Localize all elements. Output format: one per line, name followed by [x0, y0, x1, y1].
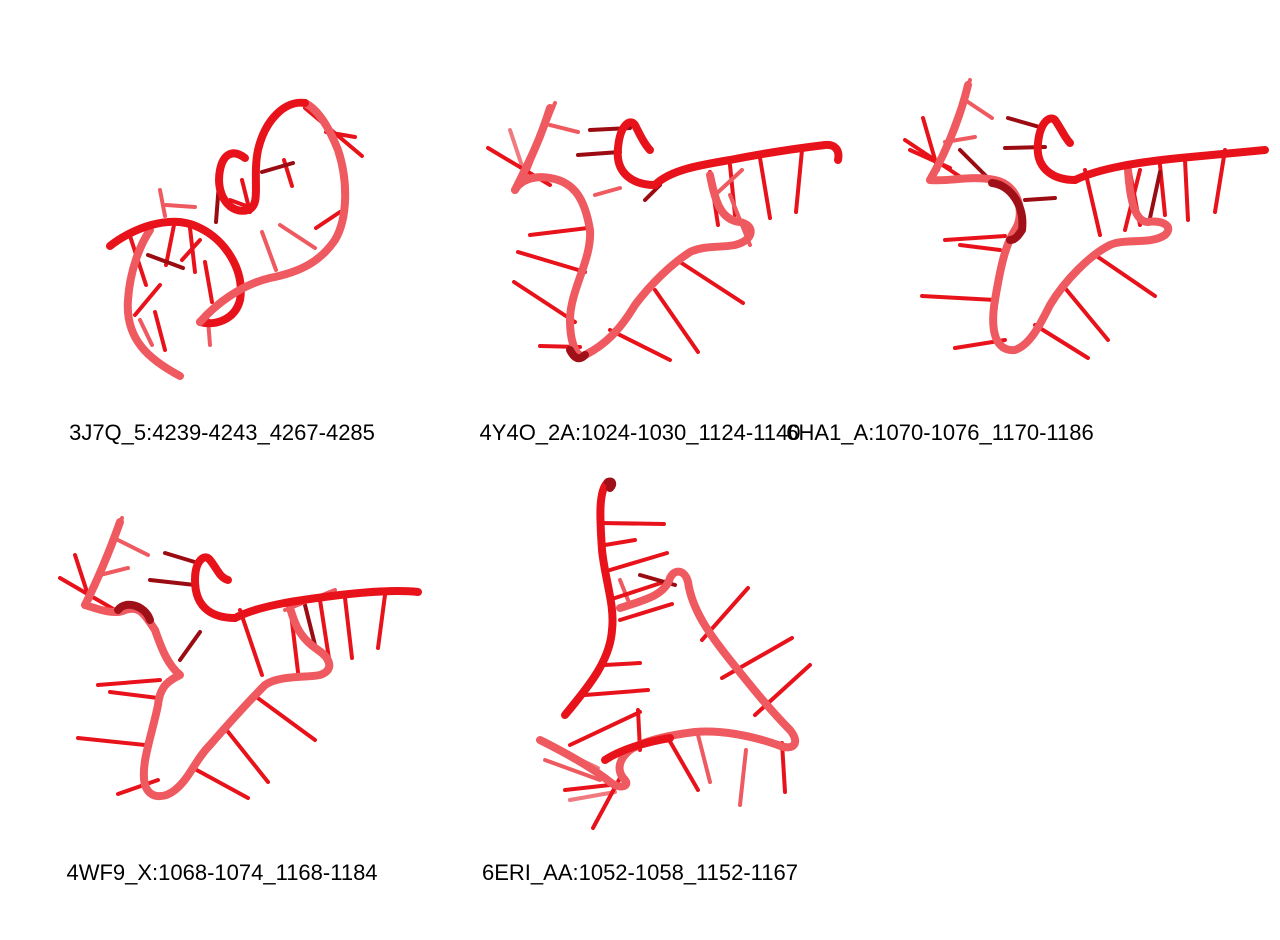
- base-sticks: [486, 101, 804, 362]
- structure-label-1: 3J7Q_5:4239-4243_4267-4285: [69, 420, 375, 445]
- structure-label-5: 6ERI_AA:1052-1058_1152-1167: [482, 860, 798, 885]
- structure-label-4: 4WF9_X:1068-1074_1168-1184: [66, 860, 378, 885]
- structure-panel-3: 6HA1_A:1070-1076_1170-1186: [786, 0, 1280, 460]
- rna-structure-2: [486, 101, 843, 363]
- structure-panel-5: 6ERI_AA:1052-1058_1152-1167: [430, 460, 860, 920]
- rna-structure-3: [903, 78, 1269, 360]
- rna-structure-1: [106, 98, 364, 380]
- rna-structure-4: [58, 516, 422, 801]
- structure-label-3: 6HA1_A:1070-1076_1170-1186: [786, 420, 1094, 445]
- structure-panel-1: 3J7Q_5:4239-4243_4267-4285: [0, 0, 430, 460]
- rna-structure-5: [536, 477, 812, 830]
- base-sticks: [128, 106, 364, 352]
- structure-panel-4: 4WF9_X:1068-1074_1168-1184: [0, 460, 430, 920]
- backbone-strand: [123, 226, 184, 380]
- structure-label-2: 4Y4O_2A:1024-1030_1124-1140: [479, 420, 801, 445]
- structure-panel-2: 4Y4O_2A:1024-1030_1124-1140: [430, 0, 860, 460]
